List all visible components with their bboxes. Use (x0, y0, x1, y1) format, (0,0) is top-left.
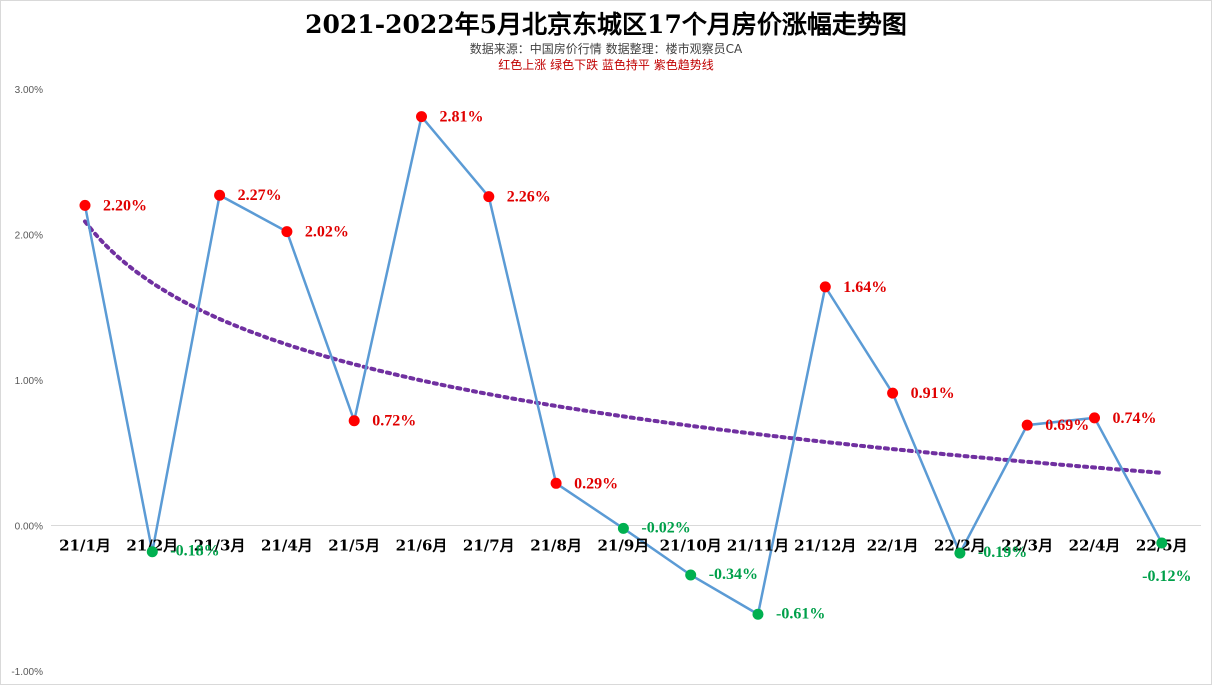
x-tick-label: 21/8月 (530, 537, 582, 555)
color-legend-note: 红色上涨 绿色下跌 蓝色持平 紫色趋势线 (498, 57, 713, 72)
data-points (79, 111, 1168, 620)
data-label: 0.29% (574, 475, 618, 492)
data-point (1021, 419, 1033, 431)
data-point (281, 226, 293, 238)
y-tick-label: 2.00% (15, 231, 43, 242)
x-tick-label: 21/7月 (463, 537, 515, 555)
x-tick-label: 21/12月 (794, 537, 856, 555)
data-point (617, 522, 629, 534)
x-tick-label: 21/2月 (126, 537, 178, 555)
x-tick-label: 22/2月 (934, 537, 986, 555)
data-point (550, 477, 562, 489)
y-tick-label: 1.00% (15, 376, 43, 387)
data-point (1089, 412, 1100, 424)
x-tick-label: 21/9月 (598, 537, 650, 555)
x-tick-label: 21/6月 (396, 537, 448, 555)
data-labels: 2.20% -0.18% 2.27% 2.02% 0.72% 2.81% 2.26% 0.29… (103, 109, 1191, 623)
data-point (348, 415, 360, 427)
x-tick-label: 21/1月 (59, 537, 111, 555)
trendline (83, 219, 1164, 475)
data-point (1156, 537, 1168, 549)
data-point (146, 546, 158, 558)
data-label: -0.34% (709, 566, 758, 583)
data-label: 2.20% (103, 197, 147, 214)
data-label: -0.61% (776, 605, 825, 622)
data-label: 1.64% (843, 279, 887, 296)
data-point (685, 569, 697, 581)
data-label: 2.81% (440, 109, 484, 126)
x-tick-label: 21/4月 (261, 537, 313, 555)
x-tick-label: 21/10月 (660, 537, 722, 555)
x-tick-label: 21/5月 (328, 537, 380, 555)
data-label: -0.02% (641, 519, 690, 536)
x-tick-label: 22/4月 (1069, 537, 1121, 555)
x-tick-label: 22/3月 (1001, 537, 1053, 555)
data-point (214, 189, 226, 201)
data-label: 0.69% (1045, 417, 1089, 434)
data-point (752, 608, 764, 620)
data-label: 2.26% (507, 189, 551, 206)
data-label: -0.12% (1142, 568, 1191, 585)
data-label: -0.19% (978, 544, 1027, 561)
x-tick-label: 22/1月 (867, 537, 919, 555)
data-point (416, 111, 427, 123)
x-tick-label: 21/11月 (727, 537, 789, 555)
y-tick-label: -1.00% (11, 667, 43, 678)
chart-title: 2021-2022年5月北京东城区17个月房价涨幅走势图 (305, 10, 907, 39)
chart-subtitle: 数据来源：中国房价行情 数据整理：楼市观察员CA (470, 41, 743, 56)
y-tick-label: 0.00% (15, 522, 43, 533)
data-point (954, 547, 966, 559)
data-label: 0.74% (1113, 410, 1157, 427)
data-point (483, 191, 495, 203)
data-label: 2.02% (305, 224, 349, 241)
data-point (79, 199, 91, 211)
data-label: 0.91% (911, 385, 955, 402)
y-axis: 3.00% 2.00% 1.00% 0.00% -1.00% (11, 85, 43, 678)
x-tick-label: 21/3月 (194, 537, 246, 555)
data-label: 0.72% (372, 413, 416, 430)
data-point (819, 281, 831, 293)
data-point (887, 387, 899, 399)
data-label: -0.18% (170, 543, 219, 560)
data-label: 2.27% (238, 187, 282, 204)
y-tick-label: 3.00% (15, 85, 43, 96)
